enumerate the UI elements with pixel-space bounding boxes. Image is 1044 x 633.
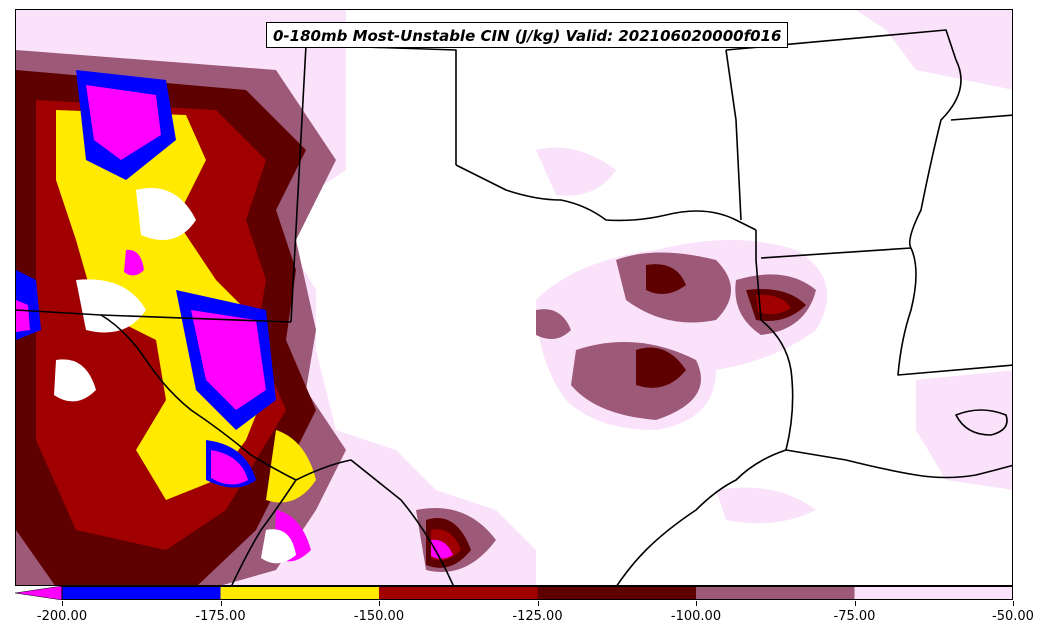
colorbar <box>15 586 1013 600</box>
colorbar-bin <box>379 586 538 600</box>
colorbar-bin <box>854 586 1013 600</box>
colorbar-tick-mark <box>1013 601 1014 606</box>
colorbar-tick-mark <box>220 601 222 606</box>
state-boundaries <box>16 29 1012 585</box>
colorbar-bin <box>696 586 855 600</box>
colorbar-bins <box>62 586 1013 600</box>
colorbar-tick-label: -75.00 <box>833 609 876 624</box>
colorbar-tick-label: -50.00 <box>992 609 1034 624</box>
colorbar-tick-label: -150.00 <box>353 609 405 624</box>
colorbar-ticks: -200.00 -175.00 -150.00 -125.00 -100.00 -75.0… <box>0 601 1044 631</box>
colorbar-tick-label: -100.00 <box>670 609 722 624</box>
colorbar-tick-label: -175.00 <box>195 609 246 624</box>
colorbar-bin <box>62 586 221 600</box>
cin-map <box>16 10 1012 585</box>
colorbar-tick-label: -200.00 <box>36 609 88 624</box>
colorbar-tick-mark <box>62 601 63 606</box>
colorbar-tick-mark <box>537 601 539 606</box>
colorbar-tick-label: -125.00 <box>512 609 563 624</box>
map-panel: 0-180mb Most-Unstable CIN (J/kg) Valid: … <box>15 9 1013 586</box>
cin-field-holes <box>54 188 296 564</box>
colorbar-tick-mark <box>379 601 380 606</box>
colorbar-bin <box>537 586 696 600</box>
map-title: 0-180mb Most-Unstable CIN (J/kg) Valid: … <box>266 22 789 48</box>
cin-field-magenta <box>16 85 453 562</box>
colorbar-bin <box>220 586 379 600</box>
colorbar-tick-mark <box>854 601 856 606</box>
colorbar-outline <box>61 586 1013 600</box>
colorbar-under-triangle <box>15 586 63 600</box>
colorbar-tick-mark <box>696 601 697 606</box>
